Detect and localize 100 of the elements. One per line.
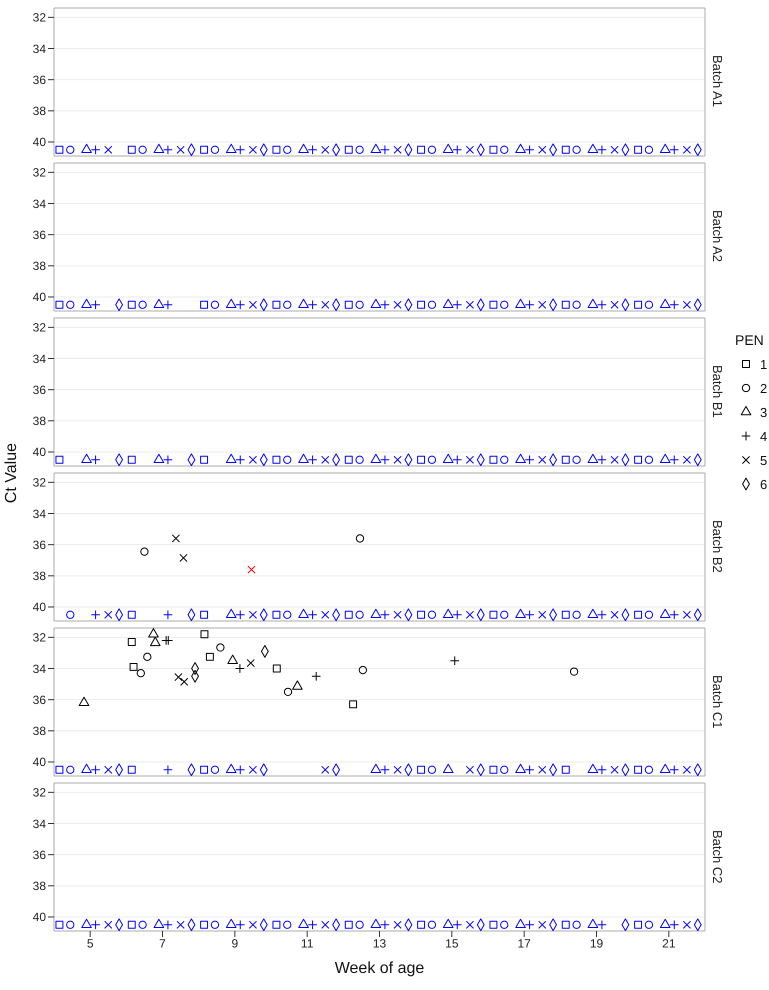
y-tick-label: 34 xyxy=(32,816,46,831)
point xyxy=(562,766,570,774)
y-tick-label: 38 xyxy=(32,879,46,894)
x-tick-label: 19 xyxy=(590,936,604,951)
x-tick-label: 9 xyxy=(231,936,238,951)
point xyxy=(380,610,390,620)
point xyxy=(55,766,64,774)
y-tick-label: 40 xyxy=(32,910,46,924)
point xyxy=(140,548,149,556)
y-tick-label: 32 xyxy=(32,630,46,645)
point xyxy=(489,766,498,774)
point xyxy=(226,608,237,618)
point xyxy=(370,764,382,774)
x-tick-label: 13 xyxy=(372,936,386,951)
x-tick-label: 11 xyxy=(300,936,314,951)
point xyxy=(284,688,292,696)
legend-label: 5 xyxy=(760,452,768,468)
y-tick-label: 34 xyxy=(32,506,46,521)
point xyxy=(452,610,462,620)
legend-label: 1 xyxy=(760,356,768,372)
text: Batch C2 xyxy=(710,830,725,884)
y-tick-label: 40 xyxy=(32,135,46,150)
y-tick-label: 34 xyxy=(32,196,46,211)
point xyxy=(466,610,474,619)
point xyxy=(128,766,136,774)
x-axis-title: Week of age xyxy=(334,960,426,978)
y-tick-label: 40 xyxy=(32,600,46,614)
point xyxy=(588,764,598,774)
point xyxy=(660,764,671,774)
point xyxy=(355,610,364,619)
y-tick-label: 38 xyxy=(32,414,46,428)
point xyxy=(308,610,318,620)
y-tick-label: 40 xyxy=(32,755,46,770)
point xyxy=(179,554,188,562)
text: Batch A1 xyxy=(710,55,725,108)
point xyxy=(393,610,402,619)
point xyxy=(669,610,680,620)
point xyxy=(610,610,619,619)
point xyxy=(128,610,136,619)
point xyxy=(370,608,382,618)
point xyxy=(226,764,237,774)
point xyxy=(163,764,173,775)
point xyxy=(344,610,353,619)
point xyxy=(321,766,330,774)
point xyxy=(524,764,534,775)
text: Batch A2 xyxy=(710,210,725,263)
x-tick-label: 5 xyxy=(86,936,94,951)
y-tick-label: 32 xyxy=(32,786,46,800)
point xyxy=(500,610,508,619)
point xyxy=(248,766,258,774)
point xyxy=(562,610,570,619)
legend-label: 6 xyxy=(760,476,768,492)
y-tick-label: 36 xyxy=(32,228,46,242)
x-tick-label: 21 xyxy=(662,936,676,951)
point xyxy=(610,766,619,774)
point xyxy=(321,610,330,619)
point xyxy=(417,610,426,619)
point xyxy=(235,610,246,620)
point xyxy=(669,764,680,775)
point xyxy=(90,610,100,620)
point xyxy=(172,534,180,543)
point xyxy=(358,666,368,674)
point xyxy=(515,764,526,774)
point xyxy=(538,610,546,619)
point xyxy=(660,608,671,618)
legend-title: PEN xyxy=(735,332,765,348)
y-tick-label: 38 xyxy=(32,569,46,584)
point xyxy=(200,766,208,774)
point xyxy=(200,610,208,619)
point xyxy=(104,610,112,619)
point xyxy=(143,652,152,661)
x-tick-label: 7 xyxy=(159,936,166,951)
point xyxy=(515,608,526,618)
point xyxy=(428,610,436,619)
point xyxy=(380,764,390,775)
point xyxy=(682,610,692,619)
point xyxy=(90,764,100,775)
y-tick-label: 36 xyxy=(32,692,46,707)
point xyxy=(634,610,642,619)
y-tick-label: 34 xyxy=(32,352,46,366)
point xyxy=(644,610,654,619)
text: Batch C1 xyxy=(710,674,725,728)
point xyxy=(66,610,74,619)
point xyxy=(489,610,498,619)
point xyxy=(104,766,112,774)
point xyxy=(597,764,607,775)
y-tick-label: 38 xyxy=(32,259,46,274)
x-tick-label: 17 xyxy=(517,936,532,951)
y-tick-label: 32 xyxy=(32,320,46,335)
point xyxy=(524,610,534,620)
point xyxy=(442,764,454,774)
point xyxy=(634,766,642,774)
point xyxy=(572,610,581,619)
y-tick-label: 32 xyxy=(32,166,46,180)
point xyxy=(247,565,256,574)
point xyxy=(136,669,145,678)
y-tick-label: 36 xyxy=(32,538,46,552)
point xyxy=(216,643,225,652)
point xyxy=(356,534,364,543)
point xyxy=(298,608,309,618)
